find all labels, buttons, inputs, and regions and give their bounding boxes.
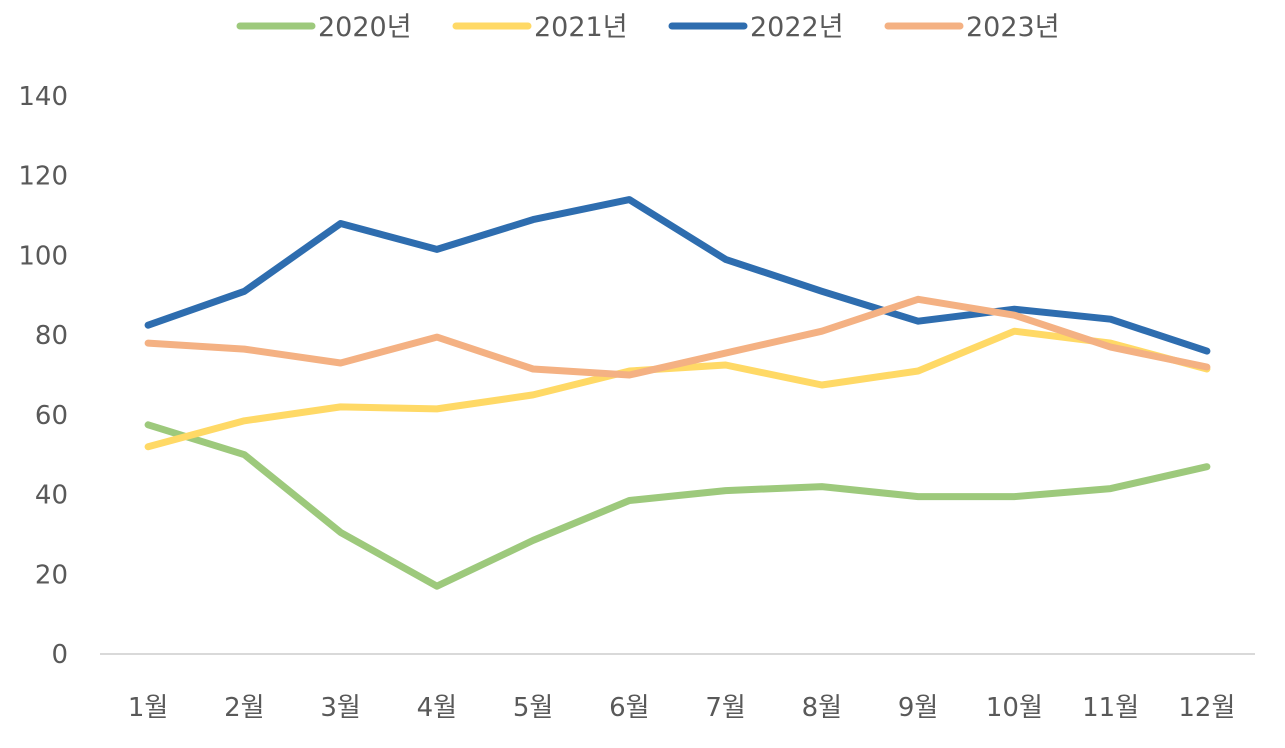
- series-layer: [144, 196, 1211, 590]
- y-tick-label: 120: [18, 162, 68, 192]
- x-tick-label: 12월: [1178, 693, 1235, 723]
- legend-item: 2020년: [236, 12, 412, 43]
- x-tick-label: 4월: [417, 693, 457, 723]
- legend-label: 2023년: [966, 12, 1060, 43]
- series-line-2021년: [144, 327, 1211, 451]
- x-tick-label: 7월: [705, 693, 745, 723]
- legend-label: 2021년: [534, 12, 628, 43]
- y-tick-label: 100: [18, 241, 68, 271]
- x-axis: 1월 2월 3월 4월 5월 6월 7월 8월 9월 10월 11월 12월: [100, 653, 1255, 723]
- y-tick-label: 20: [35, 560, 68, 590]
- x-tick-label: 5월: [513, 693, 553, 723]
- legend-item: 2022년: [668, 12, 844, 43]
- y-tick-label: 80: [35, 321, 68, 351]
- series-line-2023년: [144, 295, 1211, 379]
- legend: 2020년 2021년 2022년 2023년: [236, 12, 1060, 43]
- y-tick-label: 40: [35, 481, 68, 511]
- x-tick-label: 8월: [802, 693, 842, 723]
- legend-item: 2023년: [884, 12, 1060, 43]
- legend-label: 2022년: [750, 12, 844, 43]
- y-axis: 0 20 40 60 80 100 120 140: [18, 82, 68, 670]
- x-tick-label: 9월: [898, 693, 938, 723]
- x-tick-label: 3월: [320, 693, 360, 723]
- x-tick-label: 6월: [609, 693, 649, 723]
- x-tick-label: 1월: [128, 693, 168, 723]
- series-line-2022년: [144, 196, 1211, 355]
- x-tick-label: 11월: [1082, 693, 1139, 723]
- y-tick-label: 0: [51, 640, 68, 670]
- series-line-2020년: [144, 421, 1211, 590]
- y-tick-label: 60: [35, 401, 68, 431]
- x-tick-label: 2월: [224, 693, 264, 723]
- legend-item: 2021년: [452, 12, 628, 43]
- x-tick-label: 10월: [986, 693, 1043, 723]
- y-tick-label: 140: [18, 82, 68, 112]
- legend-label: 2020년: [318, 12, 412, 43]
